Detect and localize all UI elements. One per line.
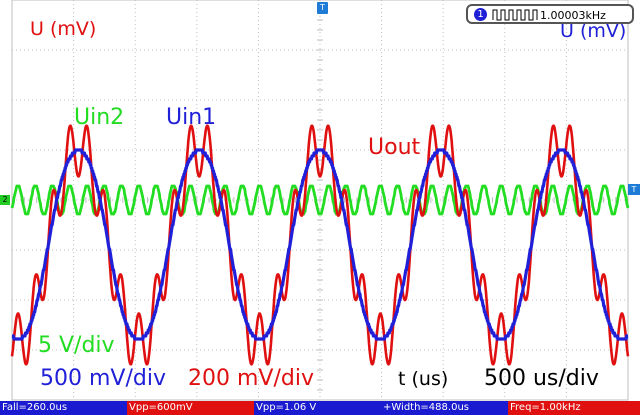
y-axis-label-left: U (mV) — [30, 18, 97, 40]
trigger-position-marker[interactable]: T — [317, 2, 328, 14]
measurement-width: +Width=488.0us — [381, 401, 508, 415]
measurement-fall: Fall=260.0us — [0, 401, 127, 415]
trace-label-uout: Uout — [368, 135, 421, 160]
ch2-ground-marker-label: 2 — [2, 195, 8, 204]
scale-label-ch2: 5 V/div — [38, 333, 115, 358]
trace-label-uin1: Uin1 — [166, 105, 217, 130]
trigger-frequency-box: 1 1.00003kHz — [466, 4, 634, 24]
square-wave-icon — [492, 9, 538, 21]
trace-uin1 — [10, 148, 630, 341]
scale-label-ch1: 500 mV/div — [40, 366, 166, 391]
trigger-level-marker-label: T — [631, 185, 637, 194]
measurement-fall-text: Fall=260.0us — [2, 402, 68, 413]
trigger-frequency-value: 1.00003kHz — [540, 9, 606, 22]
timebase-label: 500 us/div — [484, 366, 599, 391]
trigger-position-marker-label: T — [320, 3, 325, 12]
ch2-ground-marker[interactable]: 2 — [0, 195, 10, 205]
scale-label-math: 200 mV/div — [188, 366, 314, 391]
trace-label-uin2: Uin2 — [74, 105, 125, 130]
trace-uin2 — [10, 184, 630, 216]
measurement-freq: Freq=1.00kHz — [508, 401, 640, 415]
measurement-vpp-ch1: Vpp=1.06 V — [254, 401, 381, 415]
measurement-vpp-ch1-text: Vpp=1.06 V — [256, 402, 317, 413]
channel-1-icon: 1 — [474, 8, 487, 21]
measurement-vpp-ch2-text: Vpp=600mV — [129, 402, 193, 413]
measurement-freq-text: Freq=1.00kHz — [510, 402, 581, 413]
trace-uout — [10, 124, 630, 366]
trigger-level-marker[interactable]: T — [628, 184, 640, 195]
measurement-width-text: +Width=488.0us — [383, 402, 469, 413]
y-axis-label-right: U (mV) — [560, 20, 627, 42]
x-axis-unit-label: t (us) — [398, 368, 449, 390]
waveform-traces — [10, 124, 630, 366]
measurement-vpp-ch2: Vpp=600mV — [127, 401, 254, 415]
